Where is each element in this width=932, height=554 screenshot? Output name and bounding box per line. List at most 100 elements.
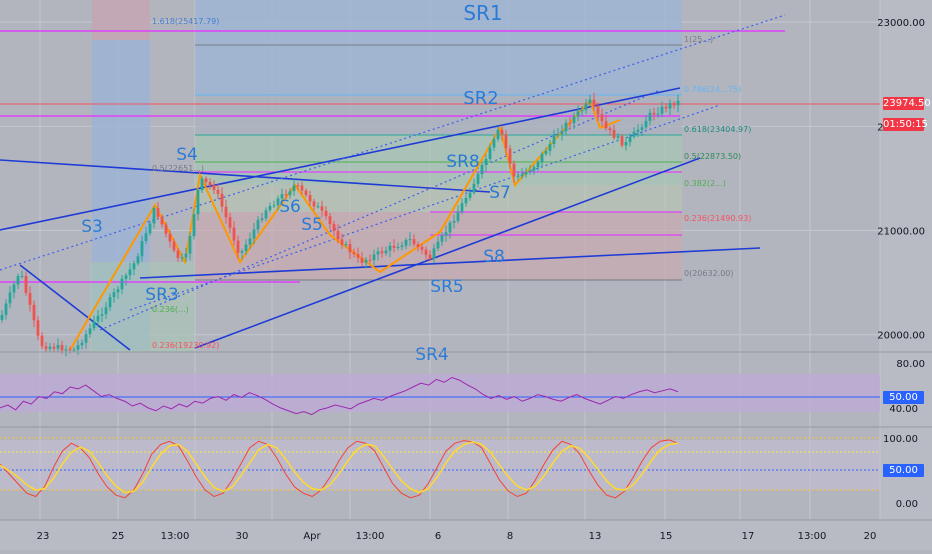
- candle-body: [140, 241, 144, 257]
- candle-body: [8, 292, 12, 304]
- candle-body: [500, 130, 504, 135]
- candle-body: [264, 210, 268, 219]
- candle-body: [656, 113, 660, 115]
- candle-body: [456, 211, 460, 221]
- candle-body: [232, 227, 236, 241]
- candle-body: [372, 254, 376, 261]
- candle-body: [296, 185, 300, 187]
- candle-body: [44, 346, 48, 349]
- rsi-tick-label: 80.00: [896, 359, 925, 370]
- stoch-band: [0, 440, 880, 490]
- candle-body: [460, 203, 464, 212]
- fib-label: 0.236(...): [152, 305, 189, 314]
- falling-line-left: [19, 264, 131, 351]
- candle-body: [648, 112, 652, 121]
- candle-body: [204, 178, 208, 183]
- zone-label: S8: [483, 247, 505, 267]
- candle-body: [600, 114, 604, 122]
- candle-body: [488, 147, 492, 159]
- candle-body: [80, 342, 84, 346]
- candle-body: [260, 218, 264, 220]
- fib-label: 0.382(2...): [684, 179, 726, 188]
- time-tick-label: 30: [236, 531, 249, 542]
- candle-body: [644, 120, 648, 128]
- candle-body: [276, 198, 280, 206]
- candle-body: [404, 240, 408, 246]
- zone-label: S7: [489, 183, 511, 203]
- candle-body: [532, 167, 536, 171]
- time-tick-label: 6: [435, 531, 441, 542]
- candle-body: [428, 254, 432, 259]
- candle-body: [184, 253, 188, 258]
- candle-body: [328, 216, 332, 225]
- candle-body: [172, 241, 176, 251]
- candle-body: [136, 256, 140, 264]
- candle-body: [28, 292, 32, 305]
- candle-body: [640, 127, 644, 130]
- candle-body: [464, 197, 468, 204]
- candle-body: [544, 150, 548, 154]
- horizontal-support: [139, 247, 761, 279]
- candle-body: [76, 345, 80, 350]
- candle-body: [356, 254, 360, 258]
- zone-label: S3: [81, 217, 103, 237]
- candle-body: [664, 106, 668, 109]
- candle-body: [300, 185, 304, 191]
- candle-body: [560, 130, 564, 135]
- candle-body: [536, 162, 540, 168]
- time-tick-label: 15: [660, 531, 673, 542]
- candle-body: [508, 148, 512, 164]
- candle-body: [636, 129, 640, 132]
- candle-body: [492, 139, 496, 148]
- rsi-band: [0, 374, 880, 412]
- candle-body: [64, 349, 68, 351]
- candle-body: [520, 174, 524, 177]
- candle-body: [72, 349, 76, 351]
- time-tick-label: 13:00: [356, 531, 385, 542]
- candle-body: [120, 278, 124, 290]
- light-green-zone: [195, 185, 682, 212]
- candle-body: [24, 275, 28, 293]
- candle-body: [224, 206, 228, 218]
- zone-label: SR4: [415, 345, 448, 365]
- candle-body: [524, 171, 528, 175]
- candle-body: [608, 128, 612, 131]
- candle-body: [132, 263, 136, 270]
- stoch-tick-label: 0.00: [896, 499, 918, 510]
- candle-body: [556, 134, 560, 136]
- time-tick-label: 13: [589, 531, 602, 542]
- candle-body: [168, 233, 172, 242]
- fib-label: 0.5(22873.50): [684, 152, 741, 161]
- candle-body: [148, 223, 152, 234]
- candle-body: [268, 205, 272, 211]
- candle-body: [164, 224, 168, 234]
- candle-body: [68, 349, 72, 351]
- candle-body: [196, 190, 200, 215]
- ascending-support: [194, 157, 701, 349]
- candle-body: [552, 135, 556, 144]
- candle-body: [504, 134, 508, 149]
- candle-body: [380, 251, 384, 254]
- candle-body: [400, 245, 404, 247]
- candle-body: [352, 252, 356, 255]
- time-tick-label: 23: [37, 531, 50, 542]
- candle-body: [632, 131, 636, 137]
- candle-body: [60, 345, 64, 351]
- candle-body: [192, 214, 196, 237]
- fib-label: 0(20632.00): [684, 269, 734, 278]
- candle-body: [612, 130, 616, 138]
- candle-body: [108, 297, 112, 308]
- candle-body: [32, 304, 36, 321]
- candle-body: [12, 284, 16, 293]
- zone-label: S6: [279, 197, 301, 217]
- zone-label: SR8: [446, 152, 479, 172]
- candle-body: [324, 210, 328, 217]
- candle-body: [308, 194, 312, 202]
- candle-body: [436, 241, 440, 249]
- candle-body: [88, 328, 92, 335]
- candle-body: [220, 193, 224, 207]
- candle-body: [208, 182, 212, 185]
- candle-body: [244, 244, 248, 252]
